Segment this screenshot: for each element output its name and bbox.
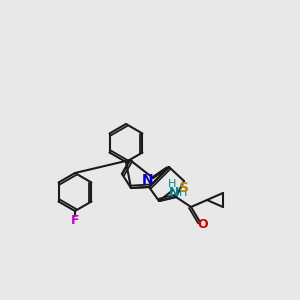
Text: N: N [169, 187, 179, 200]
Text: F: F [71, 214, 79, 226]
Text: N: N [142, 173, 154, 187]
Text: S: S [179, 181, 189, 195]
Text: O: O [198, 218, 208, 232]
Text: H: H [168, 179, 176, 189]
Text: H: H [179, 188, 187, 198]
